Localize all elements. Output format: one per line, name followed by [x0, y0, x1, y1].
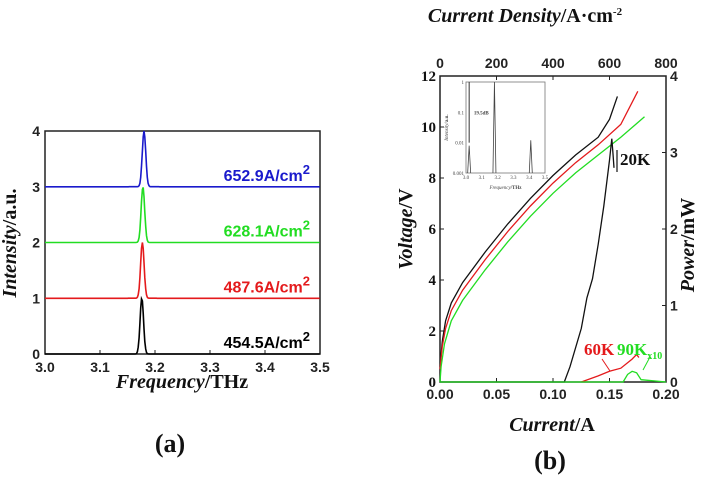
- chart-a-series-label: 454.5A/cm2: [224, 329, 310, 352]
- chart-a-series-line: [45, 295, 320, 355]
- chart-b-voltage-line: [439, 91, 639, 370]
- chart-b-y2tick-label: 0: [670, 374, 678, 390]
- chart-b-xtick-label: 0.05: [483, 386, 510, 402]
- chart-b-ytick-label: 2: [429, 324, 437, 340]
- chart-b-x2label: Current Density/A·cm-2: [428, 5, 623, 27]
- chart-a-ylabel: Intensity/a.u.: [0, 189, 21, 299]
- inset-ytick-label: 0.1: [458, 111, 465, 116]
- chart-b-ytick-label: 6: [429, 222, 437, 238]
- annot-90k: 90Kx10: [617, 340, 662, 362]
- chart-b-xtick-label: 0.00: [426, 386, 453, 402]
- inset-xtick-label: 3.5: [542, 176, 549, 181]
- chart-b-x2tick-label: 200: [485, 55, 509, 71]
- chart-b-xtick-label: 0.15: [596, 386, 623, 402]
- chart-a-xtick-label: 3.3: [200, 359, 220, 375]
- inset-xtick-label: 3.3: [510, 176, 517, 181]
- annot-60k-arrow: [601, 358, 611, 372]
- chart-a: 3.0 3.1 3.2 3.3 3.4 3.5 0 1 2 3 4 454.5A/cm2 487.6A…: [0, 123, 330, 458]
- chart-a-xtick-label: 3.5: [310, 359, 330, 375]
- chart-b-ytick-label: 10: [421, 120, 436, 136]
- inset-ytick-label: 0.01: [455, 142, 464, 147]
- chart-b-ytick-label: 0: [429, 375, 437, 391]
- chart-b-y2tick-label: 1: [670, 298, 678, 314]
- chart-a-series-label: 487.6A/cm2: [224, 273, 310, 296]
- chart-b-voltage-line: [439, 96, 619, 367]
- inset-xtick-label: 3.2: [494, 176, 501, 181]
- chart-b-power-line: [440, 138, 615, 383]
- chart-a-series-line: [45, 130, 320, 188]
- inset-ytick-label: 1: [462, 81, 465, 86]
- chart-a-series-line: [45, 242, 320, 300]
- chart-b-xlabel: Current/A: [509, 414, 595, 436]
- chart-b-x2tick-label: 600: [598, 55, 622, 71]
- chart-b-ylabel: Voltage/V: [395, 188, 417, 270]
- inset-xtick-label: 3.0: [463, 176, 470, 181]
- chart-a-ytick-label: 4: [32, 123, 40, 139]
- chart-b-ytick-label: 8: [429, 171, 437, 187]
- chart-a-xtick-label: 3.0: [35, 359, 55, 375]
- panel-label-b: (b): [534, 446, 566, 475]
- panel-label-a: (a): [155, 429, 185, 458]
- inset-peak: [492, 81, 497, 174]
- chart-b-xtick-label: 0.20: [652, 386, 679, 402]
- chart-a-ytick-label: 1: [32, 290, 40, 306]
- annot-60k: 60K: [584, 340, 615, 359]
- inset-ylabel: Intensity/a.u.: [445, 114, 450, 142]
- chart-b-x2tick-label: 400: [541, 55, 565, 71]
- chart-a-ytick-label: 0: [32, 346, 40, 362]
- chart-a-xtick-label: 3.4: [255, 359, 275, 375]
- chart-b-y2tick-label: 2: [670, 221, 678, 237]
- chart-b-ytick-label: 4: [429, 273, 437, 289]
- inset-peak: [467, 145, 472, 174]
- chart-a-xtick-label: 3.1: [90, 359, 110, 375]
- chart-b: 0.00 0.05 0.10 0.15 0.200 200 400 600 8000246810…: [395, 5, 699, 475]
- chart-b-y2tick-label: 4: [670, 68, 678, 84]
- inset-xtick-label: 3.1: [479, 176, 486, 181]
- chart-a-xlabel: Frequency/THz: [115, 371, 248, 393]
- inset-xlabel: Frequency/THz: [488, 186, 522, 191]
- annot-20k: 20K: [620, 150, 651, 169]
- chart-b-y2tick-label: 3: [670, 145, 678, 161]
- chart-b-x2tick-label: 0: [436, 55, 444, 71]
- inset-frame: [465, 81, 546, 174]
- chart-b-power-line: [440, 370, 667, 383]
- inset-annotation: 19.5dB: [474, 111, 490, 116]
- chart-a-ytick-label: 2: [32, 235, 40, 251]
- chart-b-xtick-label: 0.10: [539, 386, 566, 402]
- inset-xtick-label: 3.4: [526, 176, 533, 181]
- inset-peak: [528, 140, 533, 174]
- chart-a-xtick-label: 3.2: [145, 359, 165, 375]
- chart-b-y2label: Power/mW: [677, 198, 699, 293]
- chart-a-series-line: [45, 187, 320, 244]
- chart-b-ytick-label: 12: [421, 69, 436, 85]
- chart-b-voltage-line: [439, 116, 645, 383]
- chart-a-series-label: 628.1A/cm2: [224, 218, 310, 241]
- inset-ytick-label: 0.001: [453, 172, 465, 177]
- chart-b-power-line: [581, 353, 640, 383]
- chart-a-ytick-label: 3: [32, 179, 40, 195]
- annot-90k-arrow: [642, 356, 651, 371]
- chart-b-x2tick-label: 800: [654, 55, 678, 71]
- chart-a-series-label: 652.9A/cm2: [224, 162, 310, 185]
